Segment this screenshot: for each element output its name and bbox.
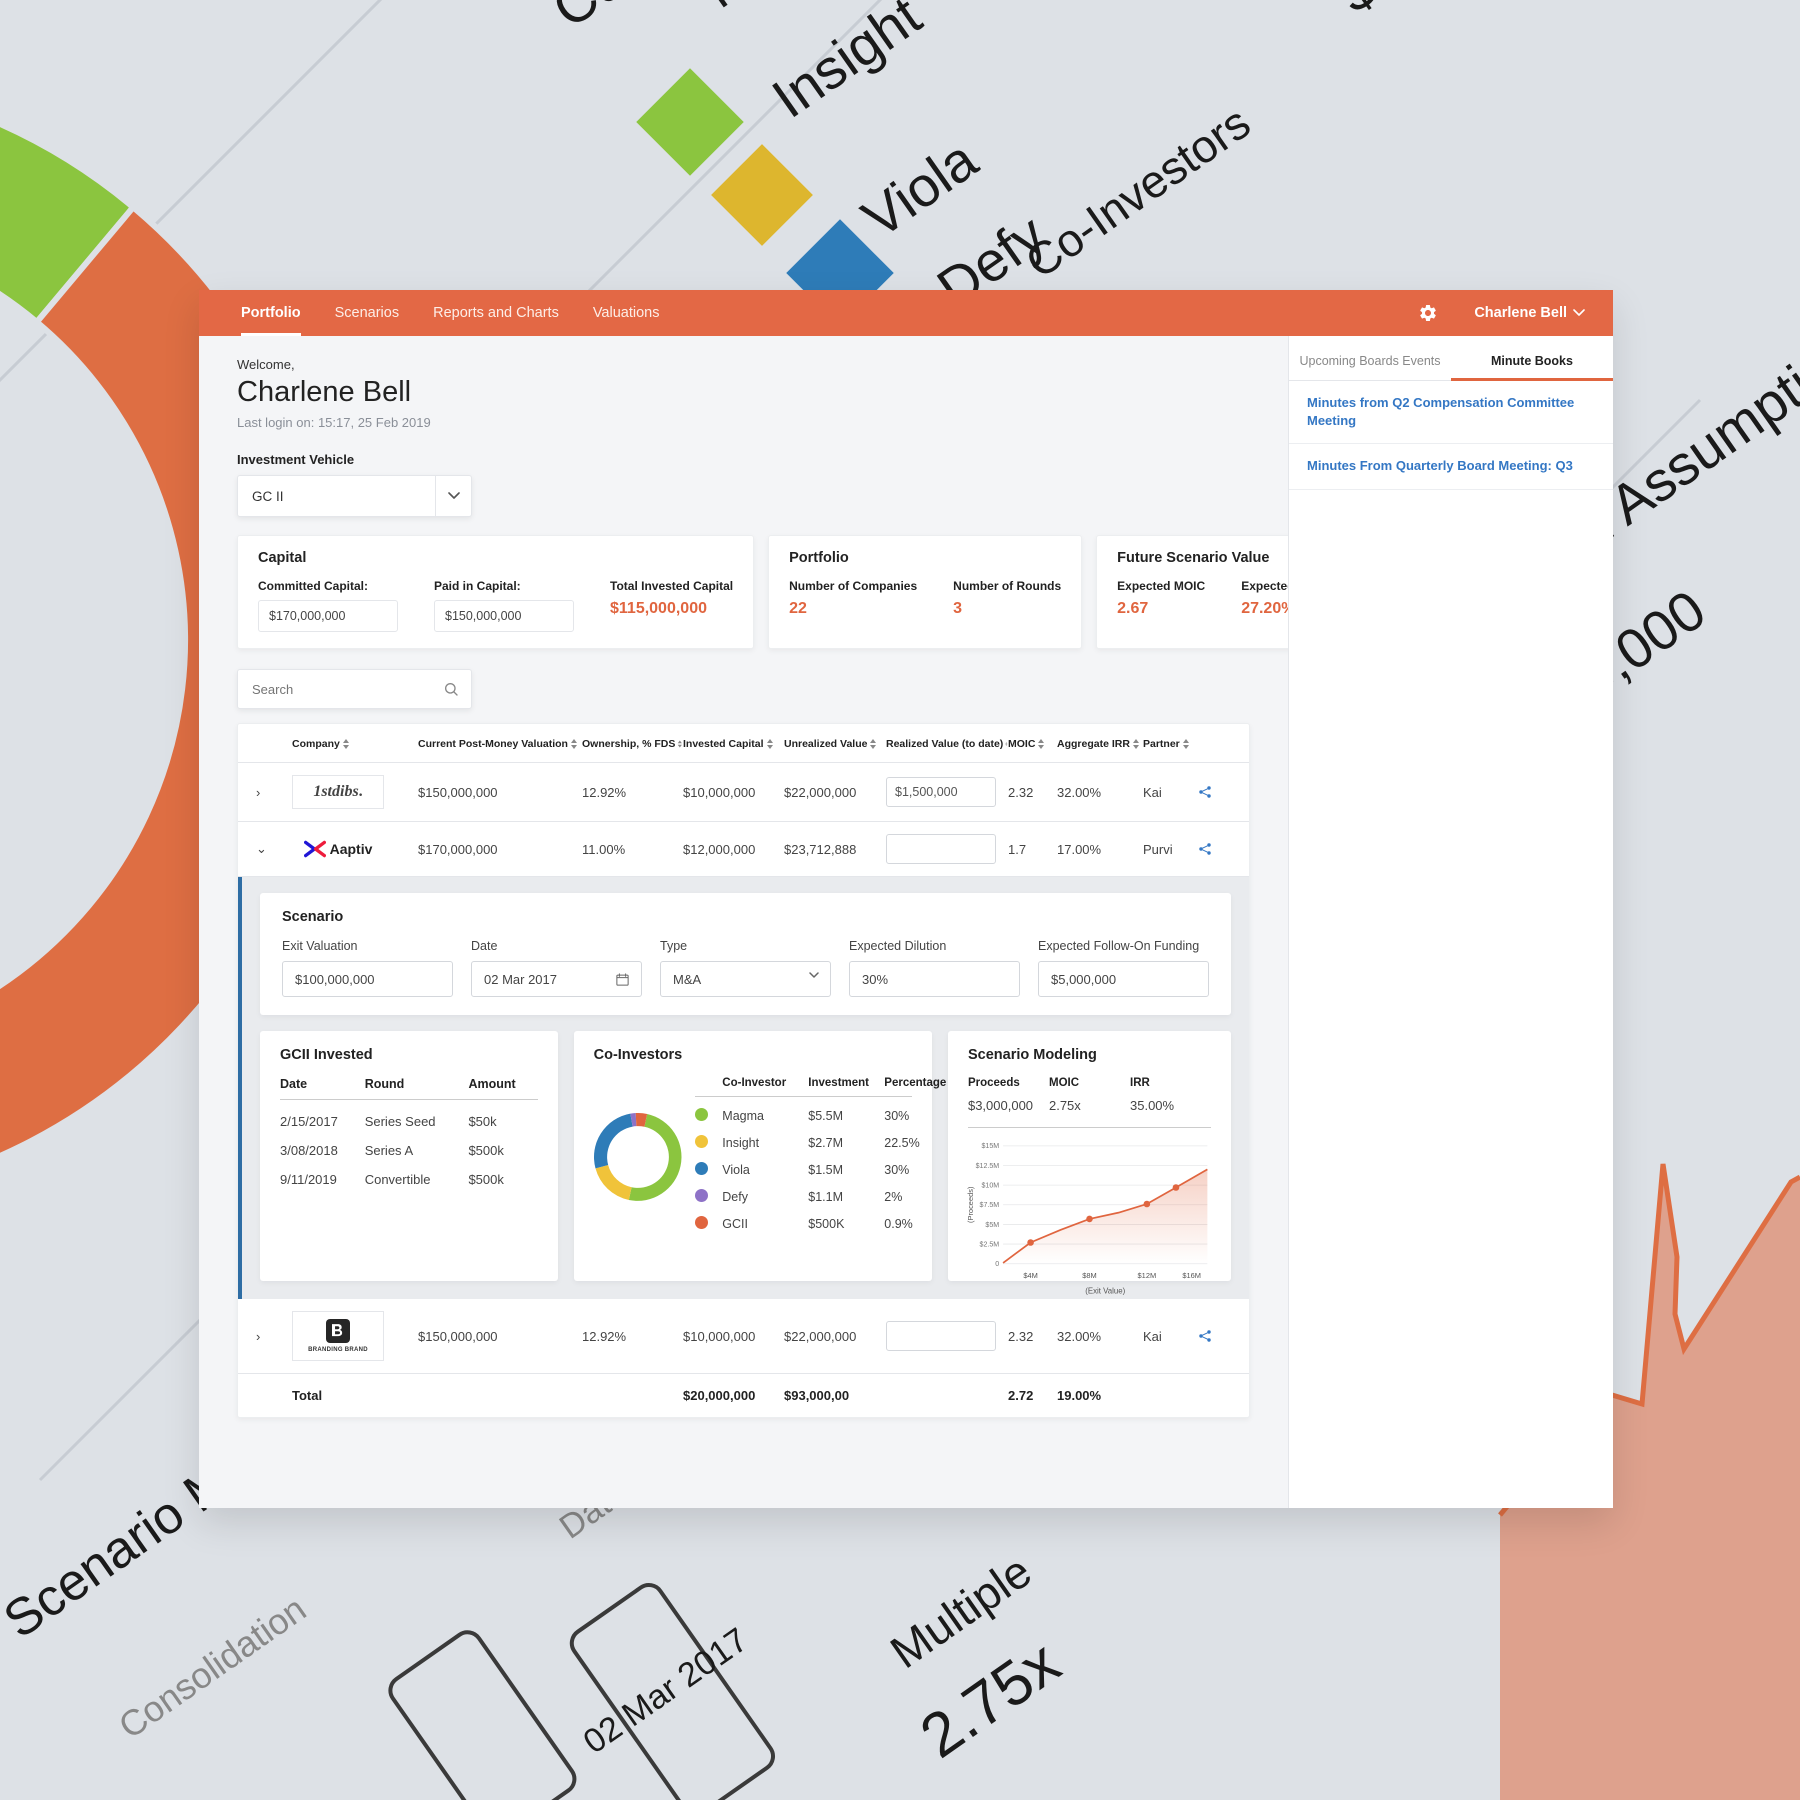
svg-text:$15M: $15M (981, 1143, 999, 1150)
svg-text:$12M: $12M (1138, 1271, 1157, 1280)
svg-text:$7.5M: $7.5M (979, 1202, 999, 1209)
svg-text:$12.5M: $12.5M (976, 1163, 1000, 1170)
svg-text:$5M: $5M (985, 1222, 999, 1229)
svg-text:$10M: $10M (981, 1183, 999, 1190)
svg-text:(Proceeds): (Proceeds) (966, 1186, 975, 1223)
svg-text:0: 0 (995, 1261, 999, 1268)
svg-text:$16M: $16M (1182, 1271, 1201, 1280)
svg-text:$2.5M: $2.5M (979, 1241, 999, 1248)
svg-text:(Exit Value): (Exit Value) (1085, 1287, 1125, 1296)
svg-text:$4M: $4M (1023, 1271, 1038, 1280)
svg-text:$8M: $8M (1082, 1271, 1097, 1280)
